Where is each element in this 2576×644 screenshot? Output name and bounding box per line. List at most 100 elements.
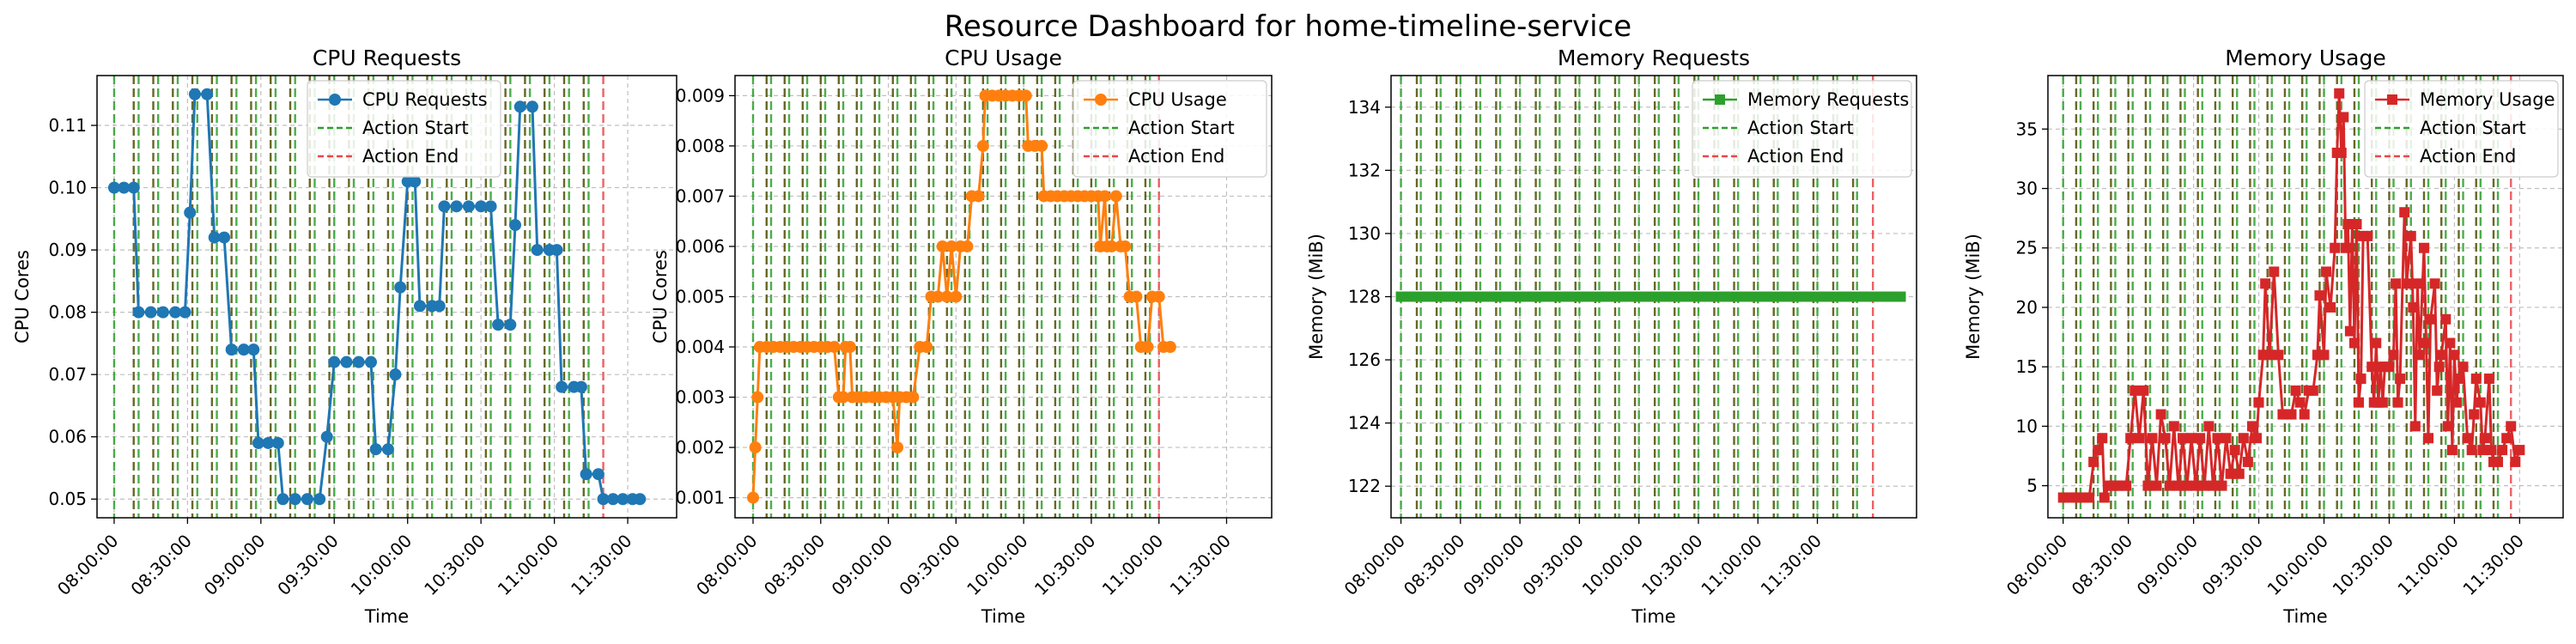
x-tick-label: 10:30:00 — [1637, 531, 1706, 599]
y-tick-label: 134 — [1348, 97, 1381, 118]
y-axis-label: Memory (MiB) — [1306, 234, 1327, 360]
x-tick-label: 09:30:00 — [273, 531, 342, 599]
data-point — [462, 200, 475, 213]
data-point — [2208, 480, 2219, 491]
data-point — [1443, 291, 1454, 302]
data-point — [262, 436, 275, 449]
data-point — [2134, 433, 2145, 444]
data-point — [1570, 291, 1581, 302]
y-tick-label: 0.006 — [676, 236, 725, 257]
data-point — [950, 290, 963, 303]
legend-label: Action Start — [2420, 118, 2526, 138]
data-point — [920, 341, 933, 354]
data-point — [340, 355, 353, 368]
data-point — [1657, 291, 1668, 302]
data-point — [1824, 291, 1835, 302]
data-point — [2462, 433, 2473, 444]
data-point — [1019, 89, 1032, 102]
x-axis-label: Time — [364, 606, 409, 627]
data-point — [1776, 291, 1787, 302]
data-point — [2453, 374, 2464, 385]
y-axis-label: CPU Cores — [650, 250, 671, 343]
y-axis-label: CPU Cores — [12, 250, 33, 343]
data-point — [2269, 266, 2280, 277]
data-point — [1721, 291, 1732, 302]
data-point — [1704, 291, 1716, 302]
data-point — [156, 306, 169, 319]
data-point — [2429, 278, 2440, 289]
legend-marker — [1095, 94, 1107, 106]
data-point — [2084, 492, 2095, 503]
data-point — [837, 391, 850, 404]
data-point — [1498, 291, 1510, 302]
data-point — [413, 300, 426, 313]
data-point — [891, 441, 904, 454]
data-point — [389, 368, 402, 381]
data-point — [301, 493, 313, 506]
data-point — [2294, 397, 2306, 408]
legend-label: CPU Requests — [362, 89, 488, 110]
data-point — [1412, 291, 1423, 302]
data-point — [369, 443, 382, 456]
y-tick-label: 0.009 — [676, 85, 725, 106]
x-tick-label: 08:00:00 — [53, 531, 122, 599]
data-point — [289, 493, 301, 506]
data-point — [2253, 397, 2264, 408]
x-tick-label: 11:30:00 — [1757, 531, 1826, 599]
plot-frame — [96, 75, 677, 519]
data-point — [634, 493, 647, 506]
data-point — [2405, 230, 2416, 241]
x-tick-label: 10:00:00 — [963, 531, 1031, 599]
data-point — [1784, 291, 1795, 302]
data-point — [2445, 337, 2456, 349]
data-point — [2088, 456, 2099, 467]
data-point — [2233, 468, 2245, 479]
data-point — [2195, 433, 2206, 444]
chart-title: CPU Usage — [945, 46, 1062, 70]
data-point — [2340, 242, 2351, 253]
data-point — [961, 240, 974, 252]
data-point — [2399, 207, 2410, 218]
y-tick-label: 0.09 — [48, 240, 87, 260]
data-point — [2325, 301, 2336, 313]
data-point — [1736, 291, 1747, 302]
data-point — [2466, 445, 2477, 456]
plot-area — [1395, 76, 1906, 518]
chart-panel-1: 0.05 0.06 0.07 0.08 0.09 0.10 0.11 08:00:00 08:3… — [12, 46, 677, 627]
data-point — [2506, 421, 2517, 432]
data-point — [352, 355, 365, 368]
x-tick-label: 10:30:00 — [420, 531, 489, 599]
legend-box — [307, 80, 501, 178]
data-point — [606, 493, 619, 506]
data-point — [252, 436, 264, 449]
data-point — [2362, 230, 2373, 241]
data-point — [2433, 361, 2445, 373]
data-point — [1546, 291, 1558, 302]
data-point — [1141, 341, 1154, 354]
data-point — [2242, 456, 2253, 467]
data-point — [276, 493, 289, 506]
data-point — [1109, 190, 1122, 203]
data-point — [2412, 278, 2423, 289]
data-point — [107, 181, 120, 194]
y-tick-label: 30 — [2016, 179, 2038, 199]
data-point — [2479, 433, 2490, 444]
y-tick-label: 35 — [2016, 118, 2038, 139]
data-point — [2486, 445, 2497, 456]
data-point — [1419, 291, 1431, 302]
y-tick-label: 126 — [1348, 349, 1381, 370]
x-tick-label: 11:00:00 — [1697, 531, 1765, 599]
data-point — [2475, 397, 2486, 408]
x-tick-label: 10:30:00 — [1030, 531, 1099, 599]
x-tick-label: 08:00:00 — [692, 531, 761, 599]
data-point — [144, 306, 157, 319]
data-point — [2493, 456, 2504, 467]
data-point — [1105, 240, 1118, 252]
data-point — [509, 219, 522, 232]
chart-title: Memory Requests — [1558, 46, 1750, 70]
y-tick-label: 20 — [2016, 297, 2038, 318]
data-point — [1562, 291, 1573, 302]
data-point — [1427, 291, 1438, 302]
data-point — [2414, 349, 2425, 361]
